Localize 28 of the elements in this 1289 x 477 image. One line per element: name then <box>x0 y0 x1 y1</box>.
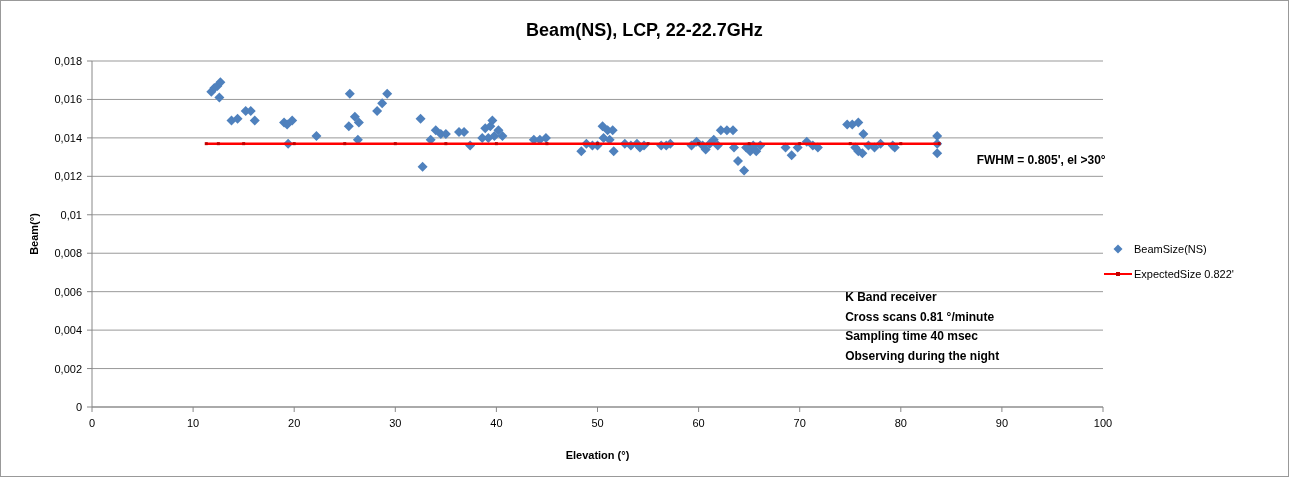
x-tick-label: 80 <box>894 417 907 429</box>
y-tick-label: 0,008 <box>54 247 82 260</box>
y-tick-label: 0,014 <box>54 131 82 144</box>
y-tick-label: 0,006 <box>54 285 82 298</box>
x-tick-label: 10 <box>186 417 200 429</box>
y-tick-label: 0,018 <box>54 55 82 67</box>
x-axis-title: Elevation (°) <box>565 449 630 461</box>
x-tick-label: 90 <box>995 417 1009 429</box>
y-tick-label: 0,002 <box>54 362 82 375</box>
y-tick-label: 0,016 <box>54 93 82 106</box>
y-tick-label: 0,012 <box>54 170 82 183</box>
y-tick-label: 0 <box>75 401 82 413</box>
x-tick-label: 0 <box>88 417 96 429</box>
legend-label: ExpectedSize 0.822' <box>1134 268 1234 280</box>
x-tick-label: 20 <box>288 417 301 429</box>
x-tick-label: 70 <box>793 417 806 429</box>
x-tick-label: 100 <box>1093 417 1113 429</box>
x-tick-label: 60 <box>692 417 705 429</box>
x-tick-label: 40 <box>490 417 503 429</box>
annotation: FWHM = 0.805', el >30° <box>976 152 1106 167</box>
y-tick-label: 0,004 <box>54 324 82 337</box>
legend-label: BeamSize(NS) <box>1134 243 1207 255</box>
y-axis-title: Beam(°) <box>28 212 40 255</box>
chart-title: Beam(NS), LCP, 22-22.7GHz <box>526 20 763 40</box>
annotation: K Band receiver Cross scans 0.81 °/minute Sampling time 40 msec Observing during the night <box>845 290 1000 363</box>
x-tick-label: 50 <box>591 417 604 429</box>
x-tick-label: 30 <box>389 417 402 429</box>
y-tick-label: 0,01 <box>60 208 82 221</box>
